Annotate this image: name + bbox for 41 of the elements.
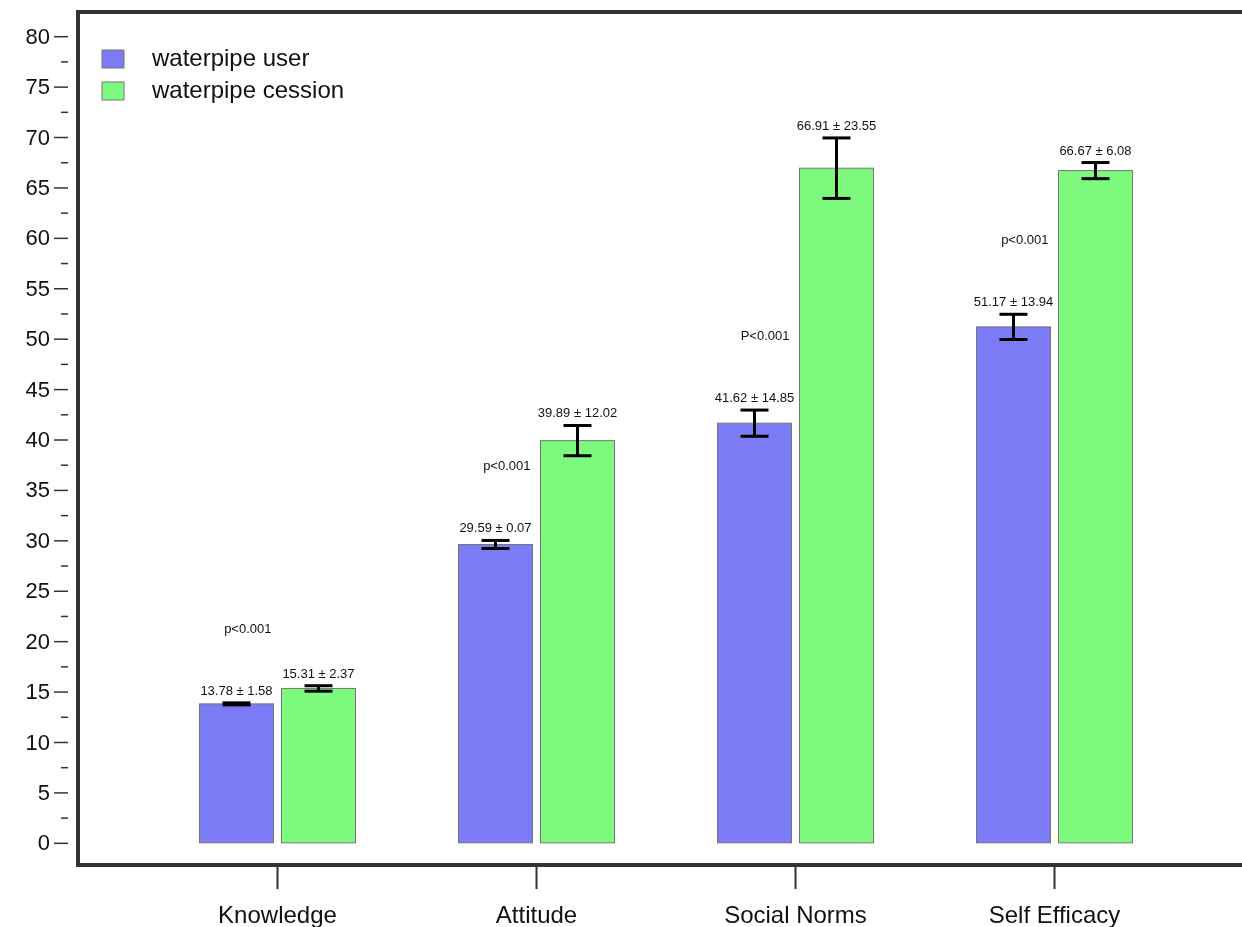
annotation: p<0.001 <box>483 458 531 474</box>
annotation: p<0.001 <box>224 620 272 636</box>
annotation: p<0.001 <box>1001 232 1049 248</box>
bar <box>458 543 533 844</box>
y-tick-label: 15 <box>25 679 50 705</box>
y-tick-label: 30 <box>25 527 50 553</box>
y-tick-label: 55 <box>25 275 50 301</box>
y-tick-label: 65 <box>25 174 50 200</box>
y-tick-label: 20 <box>25 628 50 654</box>
data-label: 13.78 ± 1.58 <box>200 682 273 698</box>
y-tick-label: 80 <box>25 23 50 49</box>
y-tick-label: 45 <box>25 376 50 402</box>
data-label: 41.62 ± 14.85 <box>714 390 795 406</box>
legend-label: waterpipe cession <box>151 76 345 103</box>
y-tick-label: 35 <box>25 477 50 503</box>
y-tick-label: 10 <box>25 729 50 755</box>
legend-label: waterpipe user <box>151 44 310 71</box>
data-label: 29.59 ± 0.07 <box>459 520 532 536</box>
data-label: 51.17 ± 13.94 <box>973 294 1054 310</box>
bar <box>281 687 356 844</box>
data-label: 66.67 ± 6.08 <box>1059 142 1132 158</box>
bar <box>1058 170 1133 844</box>
y-tick-label: 0 <box>37 830 50 856</box>
y-tick-label: 70 <box>25 124 50 150</box>
y-tick-label: 40 <box>25 427 50 453</box>
data-label: 15.31 ± 2.37 <box>282 665 355 681</box>
data-label: 66.91 ± 23.55 <box>796 117 877 133</box>
bar <box>540 440 615 844</box>
bar <box>976 326 1051 844</box>
y-tick-label: 5 <box>37 779 50 805</box>
y-tick-label: 75 <box>25 74 50 100</box>
annotation: P<0.001 <box>740 328 790 344</box>
data-label: 39.89 ± 12.02 <box>537 405 618 421</box>
y-tick-label: 50 <box>25 326 50 352</box>
bar <box>717 422 792 844</box>
bar <box>199 703 274 844</box>
y-tick-label: 60 <box>25 225 50 251</box>
x-tick-label: Attitude <box>495 901 578 927</box>
x-tick-label: Social Norms <box>724 901 867 927</box>
y-tick-label: 25 <box>25 578 50 604</box>
bar <box>799 167 874 844</box>
